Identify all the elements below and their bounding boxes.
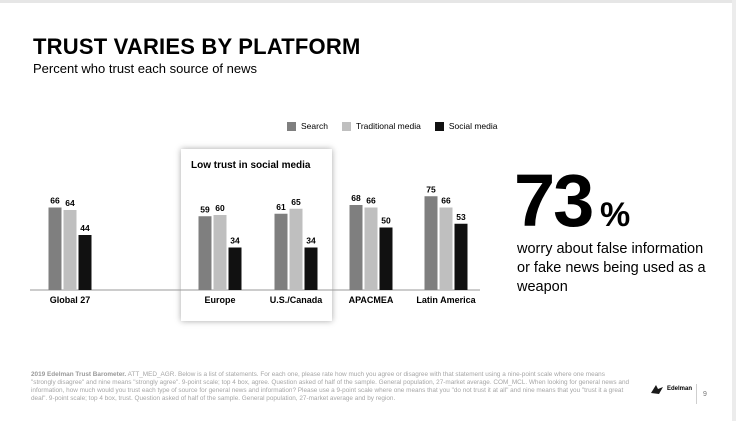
- legend-swatch-social-media: [434, 121, 444, 131]
- data-label-u-s-canada-search: 61: [276, 202, 286, 212]
- category-label-europe: Europe: [204, 295, 235, 305]
- bar-europe-search: [198, 216, 212, 290]
- data-label-global-27-social-media: 44: [80, 223, 90, 233]
- stat-description: worry about false information or fake ne…: [517, 241, 706, 295]
- bar-apacmea-traditional-media: [364, 207, 378, 290]
- bar-latin-america-traditional-media: [439, 207, 453, 290]
- data-label-apacmea-search: 68: [351, 193, 361, 203]
- data-label-u-s-canada-social-media: 34: [306, 236, 316, 246]
- data-label-latin-america-search: 75: [426, 184, 436, 194]
- bar-u-s-canada-search: [274, 213, 288, 290]
- bar-latin-america-social-media: [454, 223, 468, 290]
- data-label-u-s-canada-traditional-media: 65: [291, 197, 301, 207]
- legend-label-social-media: Social media: [448, 121, 498, 131]
- data-label-apacmea-traditional-media: 66: [366, 196, 376, 206]
- footnote: 2019 Edelman Trust Barometer. ATT_MED_AG…: [31, 371, 631, 403]
- bar-apacmea-search: [349, 205, 363, 290]
- legend-swatch-traditional-media: [341, 121, 351, 131]
- page-title: TRUST VARIES BY PLATFORM: [33, 34, 361, 59]
- bar-apacmea-social-media: [379, 227, 393, 290]
- bar-global-27-search: [48, 207, 62, 290]
- logo-divider: [696, 384, 697, 404]
- stat-number: 73: [514, 159, 594, 242]
- data-label-global-27-traditional-media: 64: [65, 198, 75, 208]
- data-label-global-27-search: 66: [50, 196, 60, 206]
- edelman-logo-icon: [651, 385, 663, 394]
- page-number: 9: [703, 391, 707, 398]
- data-label-latin-america-traditional-media: 66: [441, 196, 451, 206]
- category-label-u-s-canada: U.S./Canada: [270, 295, 324, 305]
- logo-text: Edelman: [667, 386, 693, 392]
- bar-global-27-traditional-media: [63, 210, 77, 290]
- data-label-europe-traditional-media: 60: [215, 203, 225, 213]
- chart-legend: Search Traditional media Social media: [287, 121, 498, 131]
- legend-label-search: Search: [301, 121, 328, 131]
- data-label-europe-search: 59: [200, 204, 210, 214]
- stat-unit: %: [600, 196, 631, 234]
- legend-swatch-search: [287, 121, 296, 131]
- bar-latin-america-search: [424, 196, 438, 290]
- legend-item-social-media: Social media: [434, 121, 498, 131]
- edelman-logo: Edelman: [650, 383, 692, 395]
- bar-u-s-canada-social-media: [304, 247, 318, 290]
- data-label-europe-social-media: 34: [230, 236, 240, 246]
- right-rule: [732, 0, 736, 421]
- legend-item-search: Search: [287, 121, 328, 131]
- category-label-global-27: Global 27: [50, 295, 91, 305]
- bar-europe-traditional-media: [213, 215, 227, 290]
- data-label-apacmea-social-media: 50: [381, 216, 391, 226]
- data-label-latin-america-social-media: 53: [456, 212, 466, 222]
- category-label-apacmea: APACMEA: [349, 295, 394, 305]
- highlight-label: Low trust in social media: [191, 160, 311, 171]
- legend-item-traditional-media: Traditional media: [341, 121, 421, 131]
- footnote-body: ATT_MED_AGR. Below is a list of statemen…: [31, 371, 630, 402]
- top-rule: [0, 0, 736, 3]
- page-subtitle: Percent who trust each source of news: [33, 61, 258, 76]
- bar-u-s-canada-traditional-media: [289, 208, 303, 290]
- bar-europe-social-media: [228, 247, 242, 290]
- bar-global-27-social-media: [78, 235, 92, 290]
- footnote-source: 2019 Edelman Trust Barometer.: [31, 371, 127, 378]
- category-label-latin-america: Latin America: [416, 295, 476, 305]
- legend-label-traditional-media: Traditional media: [355, 121, 421, 131]
